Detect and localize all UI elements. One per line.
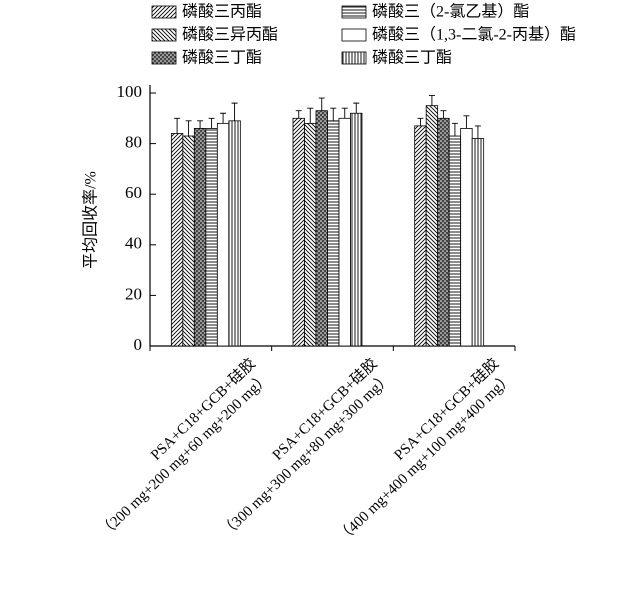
bar	[292, 117, 305, 347]
error-bar	[295, 110, 302, 119]
error-bar	[231, 102, 238, 121]
error-bar	[318, 97, 325, 111]
legend-label: 磷酸三丁酯	[372, 49, 452, 67]
bar	[193, 128, 207, 347]
bar	[338, 117, 351, 347]
bar	[182, 135, 195, 347]
error-bar	[341, 107, 348, 119]
error-bar	[174, 117, 181, 134]
error-bar	[208, 117, 215, 129]
legend-swatch	[341, 51, 367, 65]
bar	[205, 128, 218, 347]
legend-swatch	[341, 28, 367, 42]
bar	[460, 128, 473, 347]
error-bar	[463, 115, 470, 129]
error-bar	[185, 120, 192, 137]
y-tick-label: 100	[117, 82, 143, 101]
bar	[228, 120, 241, 347]
legend-label: 磷酸三丁酯	[182, 49, 262, 67]
y-tick-label: 20	[125, 284, 142, 303]
y-tick-label: 80	[125, 133, 142, 152]
y-axis-label: 平均回收率/%	[82, 171, 100, 269]
legend-swatch	[151, 5, 177, 19]
error-bar	[428, 95, 435, 106]
bar	[315, 110, 328, 347]
bar	[304, 122, 317, 347]
y-tick-label: 0	[134, 335, 143, 354]
error-bar	[451, 122, 458, 137]
legend-label: 磷酸三丙酯	[182, 3, 262, 21]
bar	[216, 122, 230, 347]
bar	[471, 138, 485, 347]
bar	[170, 133, 184, 347]
y-tick-label: 40	[125, 234, 142, 253]
error-bar	[440, 110, 447, 119]
error-bar	[417, 117, 424, 126]
legend-swatch	[341, 5, 367, 19]
bar	[414, 125, 427, 347]
legend-swatch	[151, 51, 177, 65]
error-bar	[330, 107, 337, 121]
bar	[327, 120, 340, 347]
error-bar	[197, 120, 204, 129]
bar	[350, 112, 363, 347]
error-bar	[307, 107, 314, 124]
bar	[437, 117, 450, 347]
y-tick-label: 60	[125, 183, 142, 202]
error-bar	[220, 112, 227, 124]
error-bar	[353, 102, 360, 114]
bar	[425, 105, 439, 347]
bar	[448, 135, 462, 347]
error-bar	[474, 125, 481, 139]
legend-label: 磷酸三（1,3-二氯-2-丙基）酯	[372, 26, 576, 44]
legend-label: 磷酸三异丙酯	[182, 26, 278, 44]
legend-swatch	[151, 28, 177, 42]
legend-label: 磷酸三（2-氯乙基）酯	[372, 3, 529, 21]
